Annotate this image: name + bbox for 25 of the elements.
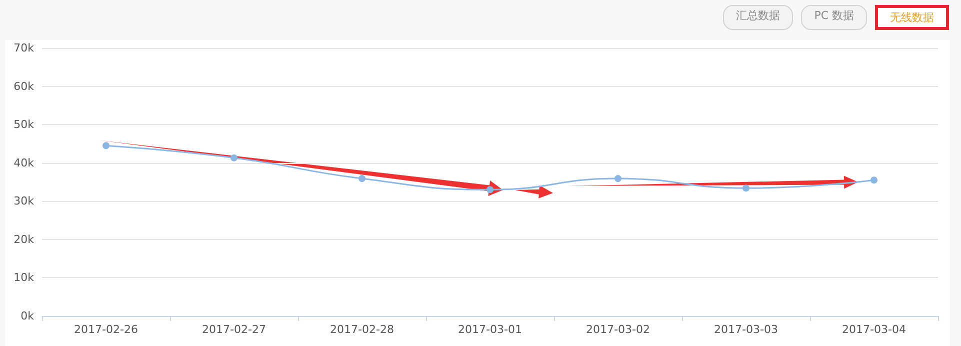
y-tick-label: 60k bbox=[14, 80, 35, 93]
text: 汇总数据 bbox=[723, 5, 794, 30]
y-tick-label: 10k bbox=[14, 271, 35, 284]
y-tick-label: 20k bbox=[14, 232, 35, 246]
x-tick-label: 2017-03-02 bbox=[586, 323, 650, 336]
y-tick-label: 0k bbox=[20, 310, 35, 322]
point bbox=[742, 184, 750, 192]
point bbox=[614, 175, 622, 182]
x-tick-label: 2017-03-03 bbox=[714, 323, 778, 336]
point bbox=[486, 186, 494, 194]
x-tick-label: 2017-03-01 bbox=[458, 323, 522, 336]
text: 无线数据 bbox=[875, 5, 949, 30]
point bbox=[358, 175, 366, 182]
y-tick-label: 50k bbox=[14, 118, 35, 132]
y-tick-label: 40k bbox=[14, 156, 35, 170]
x-tick-label: 2017-02-26 bbox=[74, 323, 138, 336]
x-tick-label: 2017-02-27 bbox=[202, 323, 266, 336]
x-tick-label: 2017-03-04 bbox=[842, 323, 906, 336]
point bbox=[230, 154, 238, 162]
y-tick-label: 70k bbox=[14, 42, 35, 54]
y-tick-label: 30k bbox=[14, 194, 35, 208]
x-tick-label: 2017-02-28 bbox=[330, 323, 394, 336]
point bbox=[102, 142, 110, 150]
point bbox=[870, 176, 878, 184]
text: PC 数据 bbox=[801, 5, 867, 30]
